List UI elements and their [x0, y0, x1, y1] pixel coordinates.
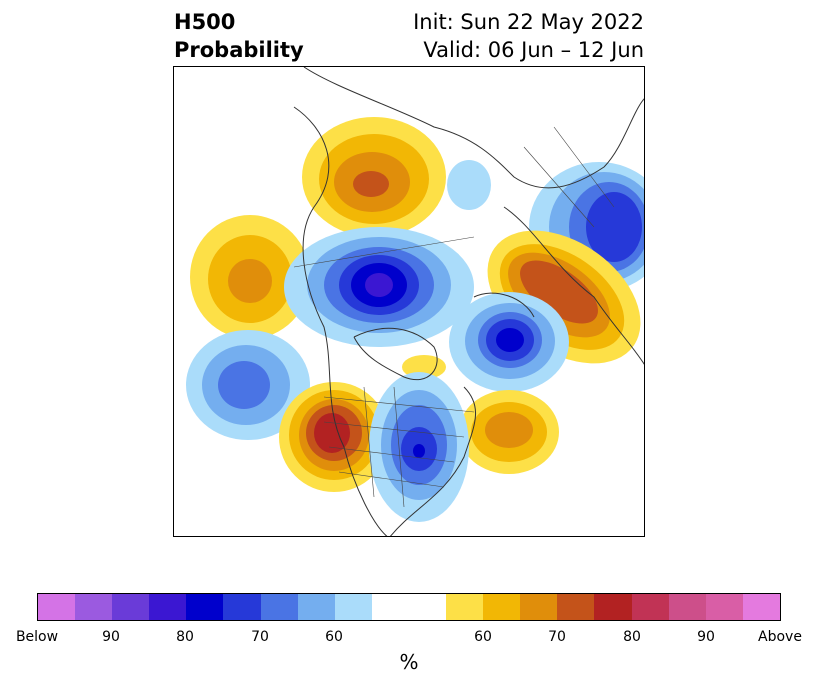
colorbar-segment — [705, 594, 743, 620]
title-left: H500 Probability — [174, 8, 304, 64]
title-variable: H500 — [174, 10, 236, 34]
title-right: Init: Sun 22 May 2022 Valid: 06 Jun – 12… — [413, 8, 644, 64]
anomaly-positive-west-us — [279, 382, 389, 492]
colorbar-tick-label: 80 — [176, 629, 194, 645]
anomaly-positive-alaska — [302, 117, 446, 237]
colorbar-segment — [520, 594, 558, 620]
colorbar-segment — [446, 594, 484, 620]
colorbar-tick-label: 60 — [325, 629, 343, 645]
anomaly-negative-small — [447, 160, 491, 210]
colorbar-tick-label: 70 — [251, 629, 269, 645]
colorbar-segment — [668, 594, 706, 620]
probability-map — [186, 67, 644, 536]
colorbar-segment — [557, 594, 595, 620]
anomaly-positive-atlantic — [459, 390, 559, 474]
colorbar-segment — [75, 594, 113, 620]
anomaly-negative-arctic — [449, 292, 569, 392]
colorbar-segment — [371, 594, 409, 620]
political-borders — [293, 126, 615, 508]
init-date: Init: Sun 22 May 2022 — [413, 10, 644, 34]
map-panel — [173, 66, 645, 537]
colorbar-tick-label: 80 — [623, 629, 641, 645]
anomaly-negative-canada — [284, 227, 474, 347]
colorbar-segment — [297, 594, 335, 620]
colorbar-tick-label: 90 — [102, 629, 120, 645]
colorbar — [37, 593, 781, 621]
colorbar-segment — [594, 594, 632, 620]
colorbar-tick-label: Above — [758, 629, 802, 645]
anomaly-negative-east-us — [369, 372, 469, 522]
colorbar-segment — [334, 594, 372, 620]
coastlines — [293, 67, 644, 536]
colorbar-segment — [149, 594, 187, 620]
colorbar-segment — [631, 594, 669, 620]
anomaly-negative-pacific — [186, 330, 310, 440]
colorbar-tick-label: 70 — [548, 629, 566, 645]
title-type: Probability — [174, 38, 304, 62]
colorbar-segment — [112, 594, 150, 620]
valid-range: Valid: 06 Jun – 12 Jun — [423, 38, 644, 62]
colorbar-tick-label: 60 — [474, 629, 492, 645]
colorbar-segment — [223, 594, 261, 620]
colorbar-segment — [260, 594, 298, 620]
colorbar-segment — [408, 594, 447, 620]
colorbar-tick-label: Below — [15, 629, 59, 645]
colorbar-segment — [742, 594, 780, 620]
anomaly-positive-pacific — [190, 215, 310, 339]
colorbar-segment — [38, 594, 76, 620]
colorbar-segment — [483, 594, 521, 620]
colorbar-segment — [186, 594, 224, 620]
colorbar-tick-label: 90 — [697, 629, 715, 645]
colorbar-unit: % — [399, 650, 419, 674]
